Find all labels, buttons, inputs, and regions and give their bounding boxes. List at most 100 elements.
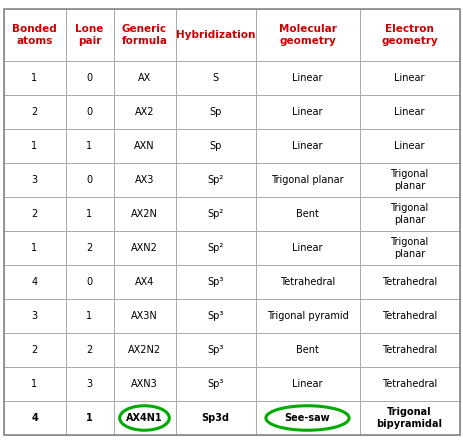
Bar bbox=[113, 299, 175, 333]
Bar bbox=[65, 299, 113, 333]
Text: 0: 0 bbox=[87, 107, 93, 117]
Text: Sp³: Sp³ bbox=[207, 379, 224, 389]
Bar bbox=[256, 299, 359, 333]
Text: See-saw: See-saw bbox=[285, 413, 330, 423]
Bar bbox=[113, 231, 175, 265]
Text: AX2N: AX2N bbox=[131, 209, 158, 219]
Text: Sp3d: Sp3d bbox=[201, 413, 230, 423]
Bar bbox=[65, 367, 113, 401]
Bar bbox=[175, 333, 256, 367]
Text: 1: 1 bbox=[31, 379, 38, 389]
Text: Linear: Linear bbox=[292, 107, 323, 117]
Bar bbox=[256, 129, 359, 163]
Bar bbox=[175, 367, 256, 401]
Text: AX3N: AX3N bbox=[131, 311, 158, 321]
Text: Molecular
geometry: Molecular geometry bbox=[279, 24, 337, 46]
Text: Sp²: Sp² bbox=[207, 243, 224, 253]
Text: 0: 0 bbox=[87, 277, 93, 287]
Text: Bent: Bent bbox=[296, 345, 319, 355]
Text: 2: 2 bbox=[87, 243, 93, 253]
Bar bbox=[113, 367, 175, 401]
Bar bbox=[65, 231, 113, 265]
Bar bbox=[175, 231, 256, 265]
Bar bbox=[359, 299, 459, 333]
Bar bbox=[175, 299, 256, 333]
Text: Lone
pair: Lone pair bbox=[75, 24, 104, 46]
Bar bbox=[113, 163, 175, 197]
Bar bbox=[4, 265, 65, 299]
Text: Sp²: Sp² bbox=[207, 209, 224, 219]
Bar bbox=[113, 333, 175, 367]
Bar bbox=[256, 61, 359, 95]
Bar bbox=[65, 333, 113, 367]
Bar bbox=[175, 9, 256, 61]
Bar bbox=[256, 231, 359, 265]
Text: 3: 3 bbox=[31, 311, 38, 321]
Bar bbox=[256, 367, 359, 401]
Text: 1: 1 bbox=[87, 141, 93, 151]
Bar bbox=[359, 95, 459, 129]
Text: 1: 1 bbox=[31, 73, 38, 83]
Text: 0: 0 bbox=[87, 73, 93, 83]
Text: Trigonal
planar: Trigonal planar bbox=[390, 169, 429, 191]
Text: Trigonal planar: Trigonal planar bbox=[271, 175, 344, 185]
Text: 2: 2 bbox=[31, 345, 38, 355]
Text: S: S bbox=[213, 73, 219, 83]
Bar bbox=[256, 333, 359, 367]
Bar bbox=[175, 401, 256, 435]
Text: Electron
geometry: Electron geometry bbox=[381, 24, 438, 46]
Bar bbox=[359, 265, 459, 299]
Text: 0: 0 bbox=[87, 175, 93, 185]
Text: 4: 4 bbox=[31, 277, 38, 287]
Text: 1: 1 bbox=[31, 243, 38, 253]
Text: Sp: Sp bbox=[209, 107, 222, 117]
Text: 3: 3 bbox=[87, 379, 93, 389]
Text: 1: 1 bbox=[87, 311, 93, 321]
Bar bbox=[65, 129, 113, 163]
Bar bbox=[256, 401, 359, 435]
Bar bbox=[65, 163, 113, 197]
Bar bbox=[4, 129, 65, 163]
Text: Linear: Linear bbox=[394, 141, 425, 151]
Bar bbox=[65, 61, 113, 95]
Bar bbox=[4, 61, 65, 95]
Bar bbox=[113, 129, 175, 163]
Text: 1: 1 bbox=[31, 141, 38, 151]
Bar bbox=[65, 197, 113, 231]
Bar bbox=[359, 163, 459, 197]
Text: Linear: Linear bbox=[292, 73, 323, 83]
Text: Sp³: Sp³ bbox=[207, 277, 224, 287]
Text: Tetrahedral: Tetrahedral bbox=[382, 311, 437, 321]
Bar bbox=[359, 401, 459, 435]
Text: Linear: Linear bbox=[292, 243, 323, 253]
Bar bbox=[359, 197, 459, 231]
Text: Sp: Sp bbox=[209, 141, 222, 151]
Bar bbox=[4, 299, 65, 333]
Bar bbox=[4, 95, 65, 129]
Text: Tetrahedral: Tetrahedral bbox=[382, 379, 437, 389]
Text: Bent: Bent bbox=[296, 209, 319, 219]
Text: Linear: Linear bbox=[292, 141, 323, 151]
Text: Bonded
atoms: Bonded atoms bbox=[12, 24, 57, 46]
Text: Sp²: Sp² bbox=[207, 175, 224, 185]
Text: AX2: AX2 bbox=[135, 107, 154, 117]
Text: Sp³: Sp³ bbox=[207, 311, 224, 321]
Text: Sp³: Sp³ bbox=[207, 345, 224, 355]
Bar bbox=[359, 231, 459, 265]
Text: Tetrahedral: Tetrahedral bbox=[280, 277, 335, 287]
Text: AXN2: AXN2 bbox=[131, 243, 158, 253]
Bar bbox=[4, 9, 65, 61]
Bar bbox=[65, 95, 113, 129]
Bar bbox=[4, 367, 65, 401]
Text: Trigonal
bipyramidal: Trigonal bipyramidal bbox=[376, 407, 443, 429]
Text: Tetrahedral: Tetrahedral bbox=[382, 277, 437, 287]
Bar bbox=[256, 95, 359, 129]
Text: AXN3: AXN3 bbox=[131, 379, 158, 389]
Bar bbox=[175, 95, 256, 129]
Text: Linear: Linear bbox=[394, 73, 425, 83]
Bar bbox=[256, 9, 359, 61]
Text: Trigonal
planar: Trigonal planar bbox=[390, 203, 429, 225]
Text: 2: 2 bbox=[31, 107, 38, 117]
Bar bbox=[65, 9, 113, 61]
Bar bbox=[4, 163, 65, 197]
